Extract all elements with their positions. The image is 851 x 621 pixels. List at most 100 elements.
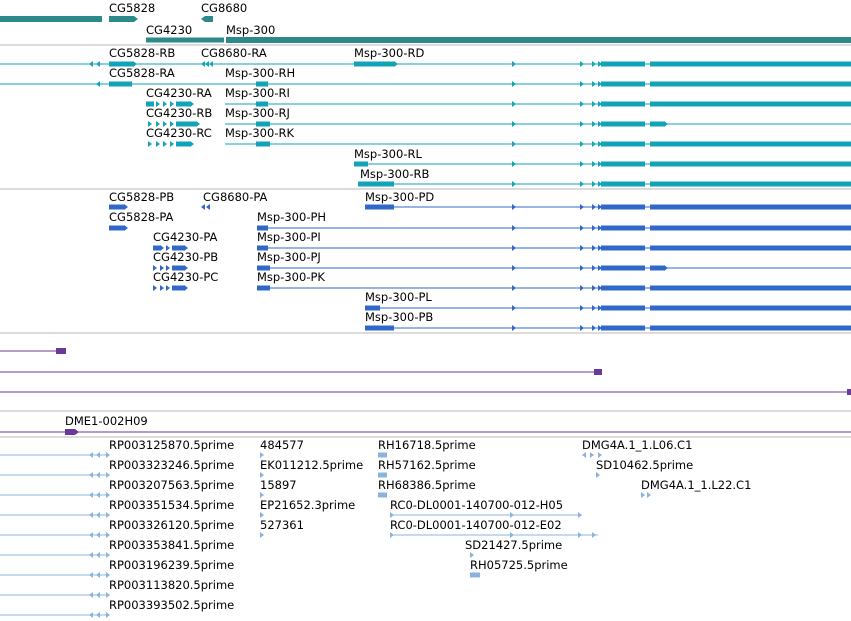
strand-arrow-right — [390, 512, 394, 518]
est-block[interactable] — [378, 452, 387, 458]
exon-block[interactable] — [257, 265, 270, 271]
strand-arrow-right — [592, 61, 596, 67]
strand-arrow-left — [201, 16, 205, 22]
exon-block[interactable] — [650, 81, 851, 87]
strand-arrow-right — [512, 61, 516, 67]
strand-arrow-right — [106, 552, 110, 558]
est-block[interactable] — [378, 472, 387, 478]
exon-block[interactable] — [109, 81, 132, 87]
exon-block[interactable] — [601, 181, 645, 187]
exon-block[interactable] — [176, 141, 190, 147]
strand-arrow-right — [260, 492, 264, 498]
exon-block[interactable] — [257, 285, 270, 291]
exon-block[interactable] — [650, 141, 851, 147]
exon-block[interactable] — [601, 204, 645, 210]
strand-arrow-right — [156, 101, 160, 107]
exon-block[interactable] — [257, 225, 268, 231]
exon-block[interactable] — [358, 181, 394, 187]
strand-arrow-right — [592, 121, 596, 127]
gene-block[interactable] — [146, 37, 224, 43]
exon-block[interactable] — [601, 245, 645, 251]
exon-block[interactable] — [146, 101, 154, 107]
strand-arrow-right — [512, 305, 516, 311]
exon-block[interactable] — [601, 305, 645, 311]
strand-arrow-right — [580, 81, 584, 87]
exon-block[interactable] — [650, 161, 851, 167]
strand-arrow-left — [89, 472, 93, 478]
exon-block[interactable] — [601, 161, 645, 167]
exon-block[interactable] — [176, 101, 190, 107]
strand-arrow-right — [580, 225, 584, 231]
strand-arrow-right — [470, 552, 474, 558]
strand-arrow-right — [512, 285, 516, 291]
exon-block[interactable] — [256, 121, 270, 127]
exon-block[interactable] — [109, 61, 133, 67]
exon-block[interactable] — [601, 285, 645, 291]
est-label: RP003351534.5prime — [109, 498, 234, 512]
exon-block[interactable] — [601, 225, 645, 231]
strand-arrow-left — [96, 532, 100, 538]
strand-arrow-right — [153, 285, 157, 291]
strand-arrow-right — [598, 245, 602, 251]
strand-arrow-right — [512, 181, 516, 187]
exon-block[interactable] — [650, 61, 851, 67]
est-label: RP003196239.5prime — [109, 558, 234, 572]
exon-block[interactable] — [354, 161, 368, 167]
est-block[interactable] — [470, 572, 480, 578]
exon-block[interactable] — [601, 265, 645, 271]
alignment-end[interactable] — [56, 348, 66, 354]
clone-block[interactable] — [65, 429, 75, 435]
exon-block[interactable] — [601, 141, 645, 147]
gene-label: CG8680 — [201, 1, 247, 15]
exon-block[interactable] — [601, 81, 645, 87]
gene-block[interactable] — [226, 37, 851, 43]
exon-block[interactable] — [172, 265, 184, 271]
gene-block[interactable] — [0, 16, 102, 22]
exon-block[interactable] — [601, 61, 645, 67]
alignment-end[interactable] — [594, 369, 602, 375]
exon-block[interactable] — [365, 305, 380, 311]
gene-block[interactable] — [109, 16, 134, 22]
exon-block[interactable] — [650, 245, 851, 251]
exon-block[interactable] — [650, 305, 851, 311]
exon-block[interactable] — [365, 204, 394, 210]
alignment-end[interactable] — [847, 389, 851, 395]
transcript-label: CG4230-RC — [146, 126, 212, 140]
exon-block[interactable] — [650, 181, 851, 187]
exon-block[interactable] — [650, 121, 664, 127]
exon-block[interactable] — [601, 325, 645, 331]
exon-block[interactable] — [601, 121, 645, 127]
exon-block[interactable] — [650, 325, 851, 331]
exon-block[interactable] — [256, 141, 270, 147]
strand-arrow-right — [124, 204, 128, 210]
exon-block[interactable] — [650, 225, 851, 231]
exon-block[interactable] — [176, 121, 196, 127]
exon-block[interactable] — [365, 325, 394, 331]
strand-arrow-left — [89, 592, 93, 598]
exon-block[interactable] — [650, 265, 664, 271]
strand-arrow-right — [598, 265, 602, 271]
strand-arrow-right — [170, 101, 174, 107]
exon-block[interactable] — [109, 204, 124, 210]
exon-block[interactable] — [153, 245, 160, 251]
exon-block[interactable] — [650, 204, 851, 210]
exon-block[interactable] — [172, 245, 184, 251]
protein-label: Msp-300-PI — [257, 230, 321, 244]
strand-arrow-right — [580, 245, 584, 251]
exon-block[interactable] — [256, 101, 268, 107]
exon-block[interactable] — [650, 285, 851, 291]
exon-block[interactable] — [172, 285, 184, 291]
est-label: SD21427.5prime — [465, 538, 562, 552]
exon-block[interactable] — [650, 101, 851, 107]
strand-arrow-right — [580, 181, 584, 187]
exon-block[interactable] — [257, 245, 268, 251]
exon-block[interactable] — [109, 225, 124, 231]
strand-arrow-right — [578, 532, 582, 538]
exon-block[interactable] — [256, 81, 268, 87]
est-block[interactable] — [378, 492, 387, 498]
exon-block[interactable] — [601, 101, 645, 107]
strand-arrow-right — [592, 161, 596, 167]
gene-block[interactable] — [205, 16, 213, 22]
strand-arrow-right — [106, 572, 110, 578]
